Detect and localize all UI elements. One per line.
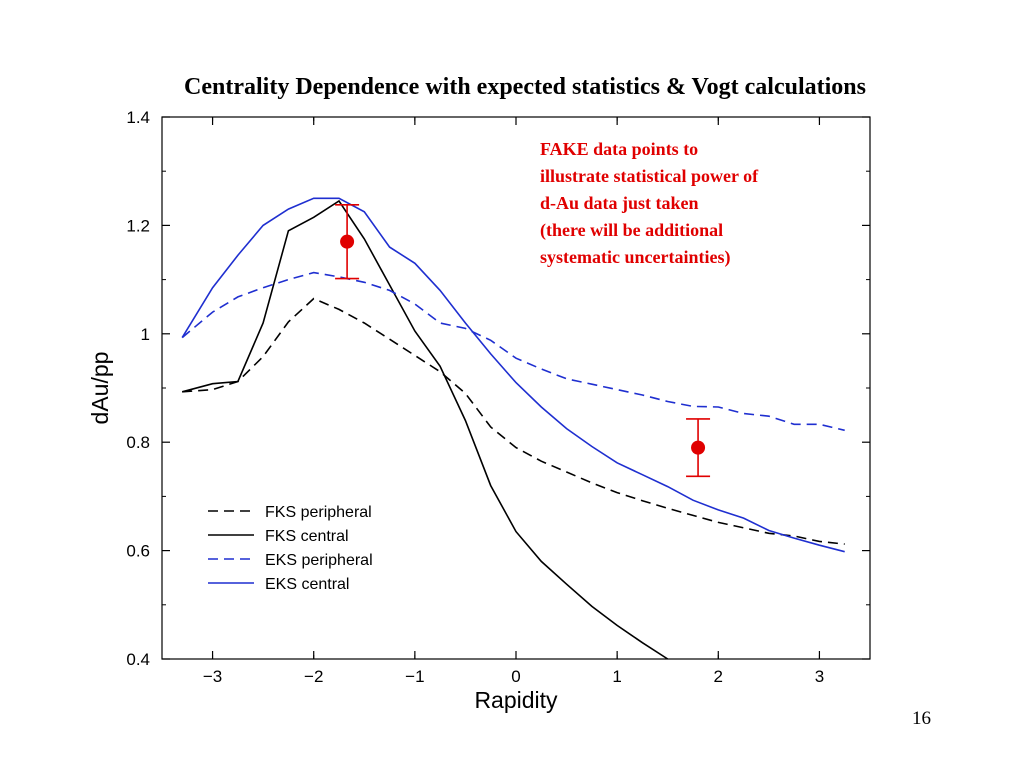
- x-tick-label: 0: [511, 667, 520, 686]
- x-tick-label: 2: [714, 667, 723, 686]
- legend-label-fks-peripheral: FKS peripheral: [265, 504, 372, 521]
- data-point-marker: [691, 440, 706, 455]
- y-tick-label: 0.4: [126, 650, 150, 669]
- slide-title: Centrality Dependence with expected stat…: [184, 74, 866, 100]
- x-tick-label: −3: [203, 667, 222, 686]
- annotation-line: FAKE data points to: [540, 139, 698, 159]
- x-tick-label: −1: [405, 667, 424, 686]
- data-point-marker: [340, 234, 355, 249]
- legend: FKS peripheral FKS central EKS peripheral E…: [208, 504, 373, 593]
- page-number: 16: [912, 708, 931, 729]
- fake-data-point-2: [686, 418, 711, 478]
- annotation-line: illustrate statistical power of: [540, 166, 759, 186]
- series-eks-peripheral: [181, 271, 845, 432]
- legend-label-eks-peripheral: EKS peripheral: [265, 552, 373, 569]
- y-tick-label: 0.6: [126, 542, 150, 561]
- y-axis-label: dAu/pp: [87, 352, 113, 425]
- data-points: [335, 204, 711, 478]
- axis-ticks: −3 −2 −1 0 1 2 3 0.4 0.6 0.8 1 1.2 1.4: [126, 108, 870, 686]
- annotation-line: systematic uncertainties): [540, 247, 730, 268]
- x-tick-label: 1: [612, 667, 621, 686]
- x-tick-label: −2: [304, 667, 323, 686]
- y-tick-label: 1: [141, 325, 150, 344]
- annotation-line: (there will be additional: [540, 220, 723, 241]
- fake-data-point-1: [335, 204, 360, 280]
- legend-label-eks-central: EKS central: [265, 576, 349, 593]
- series-fks-peripheral: [182, 297, 845, 545]
- series-fks-central: [181, 199, 669, 660]
- annotation: FAKE data points to illustrate statistica…: [540, 139, 759, 268]
- y-tick-label: 1.4: [126, 108, 150, 127]
- x-axis-label: Rapidity: [474, 687, 558, 713]
- series-lines: [181, 197, 845, 660]
- y-tick-label: 0.8: [126, 433, 150, 452]
- legend-label-fks-central: FKS central: [265, 528, 349, 545]
- series-eks-central: [181, 197, 845, 553]
- x-tick-label: 3: [815, 667, 824, 686]
- y-tick-label: 1.2: [126, 216, 150, 235]
- annotation-line: d-Au data just taken: [540, 193, 699, 213]
